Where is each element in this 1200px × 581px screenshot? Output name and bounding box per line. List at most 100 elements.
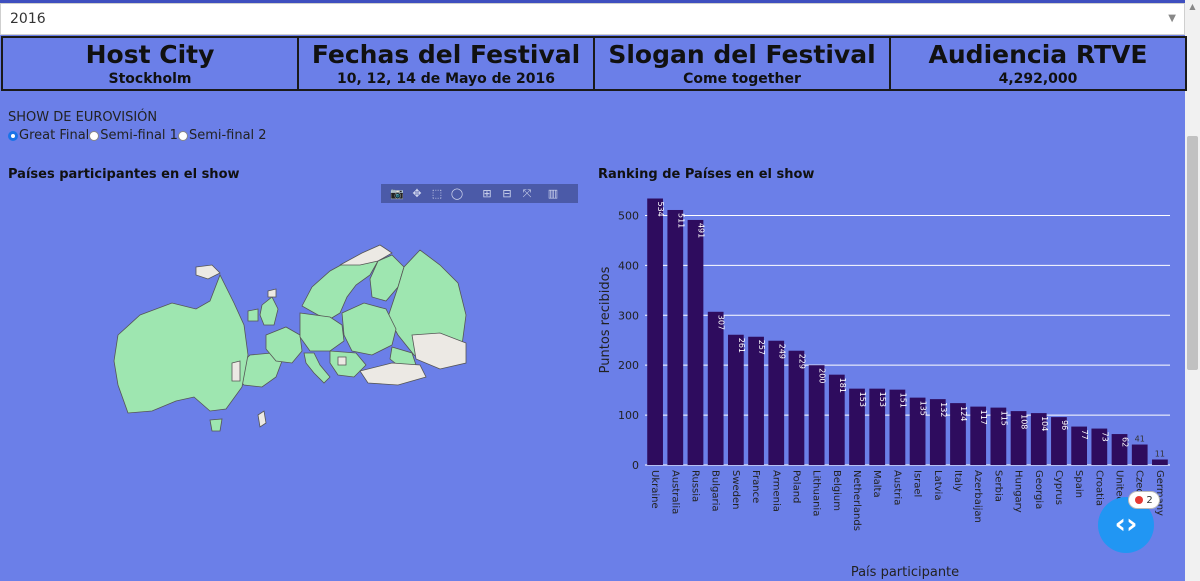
bar[interactable] [647, 198, 663, 465]
bar-value-label: 41 [1135, 435, 1145, 444]
bar[interactable] [929, 399, 946, 465]
bar-value-label: 534 [656, 201, 665, 216]
x-tick-label: Netherlands [851, 470, 862, 531]
bar[interactable] [707, 311, 724, 465]
country-shape[interactable] [247, 308, 259, 322]
country-shape[interactable] [411, 332, 467, 370]
chart-title: Ranking de Países en el show [598, 167, 815, 182]
top-strip [0, 0, 1185, 3]
bar[interactable] [950, 403, 966, 465]
y-tick-label: 100 [618, 409, 639, 422]
country-shape[interactable] [231, 360, 241, 382]
country-shape[interactable] [303, 352, 331, 384]
info-slogan: Slogan del Festival Come together [593, 36, 891, 91]
radio-checked-icon[interactable] [8, 130, 18, 141]
x-tick-label: Israel [912, 470, 923, 497]
bar[interactable] [687, 219, 704, 465]
bar[interactable] [1010, 411, 1027, 465]
country-shape[interactable] [337, 356, 347, 366]
country-shape[interactable] [195, 264, 221, 280]
camera-icon[interactable]: 📷 [390, 187, 404, 200]
zoom-out-icon[interactable]: ⊟ [502, 187, 512, 200]
x-tick-labels: Ukraine Australia Russia Bulgaria Sweden Fran… [649, 470, 1165, 550]
zoom-in-icon[interactable]: ⊞ [482, 187, 492, 200]
bar-value-label: 62 [1121, 437, 1130, 447]
radio-label: Semi-final 2 [188, 128, 267, 143]
scroll-up-icon[interactable]: ▲ [1189, 2, 1196, 11]
x-tick-label: Ukraine [649, 470, 660, 509]
scrollbar-thumb[interactable] [1187, 136, 1198, 370]
bar-value-label: 132 [939, 402, 948, 417]
notification-badge[interactable]: 2 [1128, 491, 1160, 509]
country-shape[interactable] [209, 418, 223, 432]
bar[interactable] [808, 365, 825, 465]
x-tick-label: Bulgaria [710, 470, 721, 511]
pan-icon[interactable]: ✥ [412, 187, 422, 200]
bar-value-label: 229 [797, 354, 806, 369]
x-tick-label: Serbia [992, 470, 1003, 502]
radio-unchecked-icon[interactable] [177, 130, 188, 141]
bar[interactable] [1152, 459, 1168, 465]
bar[interactable] [828, 374, 845, 465]
bar[interactable] [727, 334, 744, 465]
bar[interactable] [1131, 444, 1148, 465]
bar[interactable] [970, 406, 987, 465]
country-shape[interactable] [341, 302, 397, 356]
bar[interactable] [889, 389, 906, 465]
bar[interactable] [1091, 428, 1108, 465]
autoscale-icon[interactable]: ⤧ [522, 186, 532, 200]
radio-unchecked-icon[interactable] [89, 130, 100, 141]
country-shape[interactable] [259, 296, 279, 326]
plot-modebar: 📷 ✥ ⬚ ◯ ⊞ ⊟ ⤧ ▥ [381, 184, 578, 203]
bar-value-label: 135 [919, 401, 928, 416]
bar[interactable] [1030, 413, 1047, 465]
radio-semi-final-1[interactable]: Semi-final 1 [89, 128, 178, 143]
chevron-down-icon[interactable]: ▼ [1168, 13, 1176, 24]
country-shape[interactable] [265, 326, 303, 364]
help-widget-button[interactable]: ‹› [1098, 497, 1154, 553]
country-shape[interactable] [369, 254, 405, 302]
bar[interactable] [990, 407, 1007, 465]
map-title: Países participantes en el show [8, 167, 240, 182]
record-dot-icon [1135, 496, 1144, 504]
page-scrollbar[interactable]: ▲ [1185, 0, 1200, 581]
bar[interactable] [1051, 417, 1067, 465]
info-value: 4,292,000 [998, 71, 1078, 87]
country-shape[interactable] [113, 274, 249, 414]
chart-bars[interactable]: 534 511 491 307 261 257 249 229 200 181 153 153 151 1… [647, 198, 1168, 465]
plotly-logo-icon[interactable]: ▥ [547, 187, 559, 200]
bar[interactable] [869, 388, 886, 465]
radio-semi-final-2[interactable]: Semi-final 2 [177, 128, 267, 143]
bar[interactable] [667, 209, 684, 465]
country-shape[interactable] [359, 362, 427, 386]
bar-value-label: 511 [676, 213, 685, 228]
radio-great-final[interactable]: Great Final [8, 128, 89, 143]
bar[interactable] [748, 336, 764, 465]
bar[interactable] [909, 397, 926, 465]
bar[interactable] [788, 350, 805, 465]
bar-value-label: 124 [959, 406, 968, 421]
radio-label: Semi-final 1 [100, 128, 178, 143]
box-select-icon[interactable]: ⬚ [431, 187, 443, 200]
y-tick-label: 500 [618, 209, 639, 222]
country-shape[interactable] [257, 410, 267, 428]
x-tick-label: Hungary [1013, 470, 1024, 513]
bar-value-label: 11 [1155, 450, 1165, 459]
participants-map[interactable] [0, 205, 590, 581]
country-shape[interactable] [329, 350, 367, 378]
x-tick-label: Lithuania [811, 470, 822, 516]
country-shape[interactable] [299, 312, 345, 352]
bar-value-label: 151 [898, 393, 907, 408]
non-participant-countries[interactable] [195, 244, 467, 428]
bar[interactable] [1111, 434, 1128, 465]
bar[interactable] [849, 388, 865, 465]
country-shape[interactable] [339, 244, 393, 266]
participant-countries[interactable] [113, 249, 467, 432]
year-dropdown[interactable]: 2016 ▼ [0, 3, 1185, 35]
lasso-icon[interactable]: ◯ [450, 187, 464, 200]
x-tick-label: Georgia [1033, 470, 1044, 509]
bar[interactable] [768, 340, 785, 465]
bar[interactable] [1071, 426, 1088, 465]
country-shape[interactable] [267, 288, 277, 298]
